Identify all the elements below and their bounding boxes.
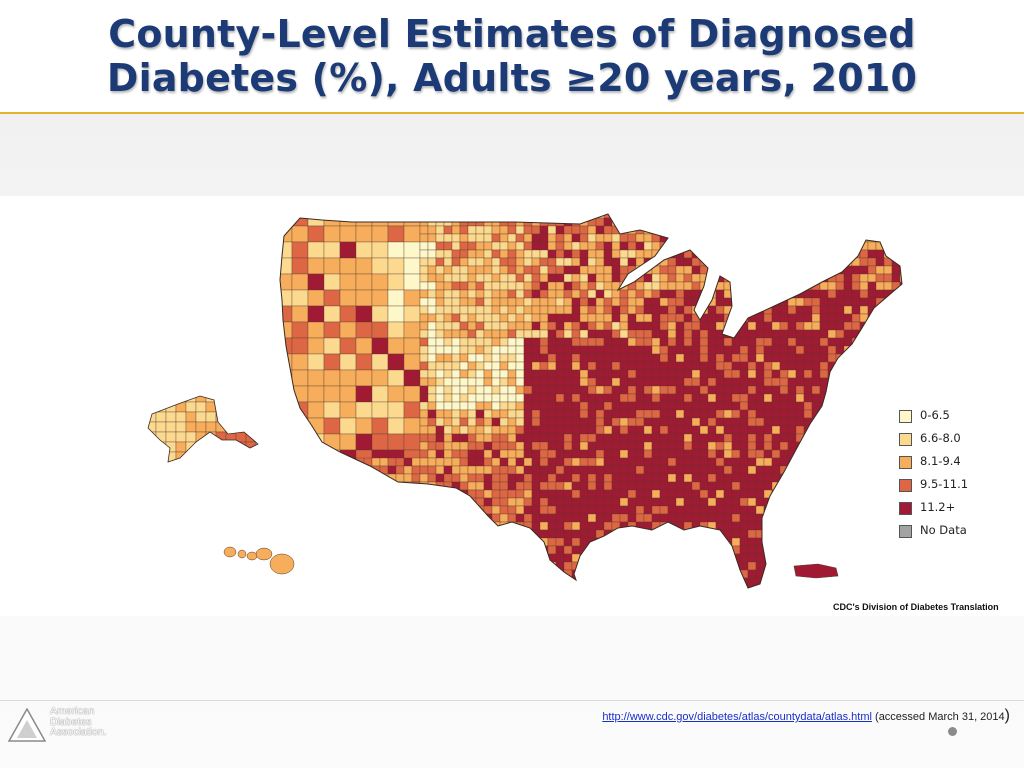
map-credit: CDC's Division of Diabetes Translation [833,602,999,612]
source-close-paren: ) [1004,707,1010,724]
hawaii-island [246,551,258,561]
legend-label: 8.1-9.4 [920,454,961,468]
ada-logo: American Diabetes Association. [8,706,138,746]
ada-line-1: American [50,705,95,717]
legend-label: 11.2+ [920,500,956,514]
slide-nav-dot[interactable] [948,727,957,736]
slide-header: County-Level Estimates of Diagnosed Diab… [0,0,1024,114]
legend-swatch [899,456,912,469]
legend-label: No Data [920,523,967,537]
legend-swatch [899,410,912,423]
legend-label: 9.5-11.1 [920,477,969,491]
legend-label: 6.6-8.0 [920,431,961,445]
ada-triangle-icon [8,708,46,742]
legend-swatch [899,479,912,492]
title-line-2: Diabetes (%), Adults ≥20 years, 2010 [106,56,918,100]
hawaii-island [269,553,295,575]
legend-label: 0-6.5 [920,408,950,422]
hawaii-island [237,549,247,559]
hawaii-island [255,547,273,561]
legend-swatch [899,525,912,538]
map-panel: 0-6.5 6.6-8.0 8.1-9.4 9.5-11.1 11.2+ No Data … [0,196,1024,616]
ada-line-3: Association. [50,726,107,738]
alaska-cells [148,396,258,462]
legend-swatch [899,502,912,515]
source-link[interactable]: http://www.cdc.gov/diabetes/atlas/county… [602,711,872,723]
puerto-rico [793,563,839,579]
ada-line-2: Diabetes [50,715,92,728]
ada-wordmark: American Diabetes Association. [50,706,107,738]
legend-swatch [899,433,912,446]
hawaii-island [223,546,237,558]
choropleth-map [147,213,903,589]
title-line-1: County-Level Estimates of Diagnosed [108,12,916,56]
slide-title: County-Level Estimates of Diagnosed Diab… [60,12,964,100]
us-county-cells [280,214,902,588]
source-citation: http://www.cdc.gov/diabetes/atlas/county… [602,707,1010,725]
footer-divider [0,700,1024,701]
source-note: (accessed March 31, 2014 [875,711,1005,723]
